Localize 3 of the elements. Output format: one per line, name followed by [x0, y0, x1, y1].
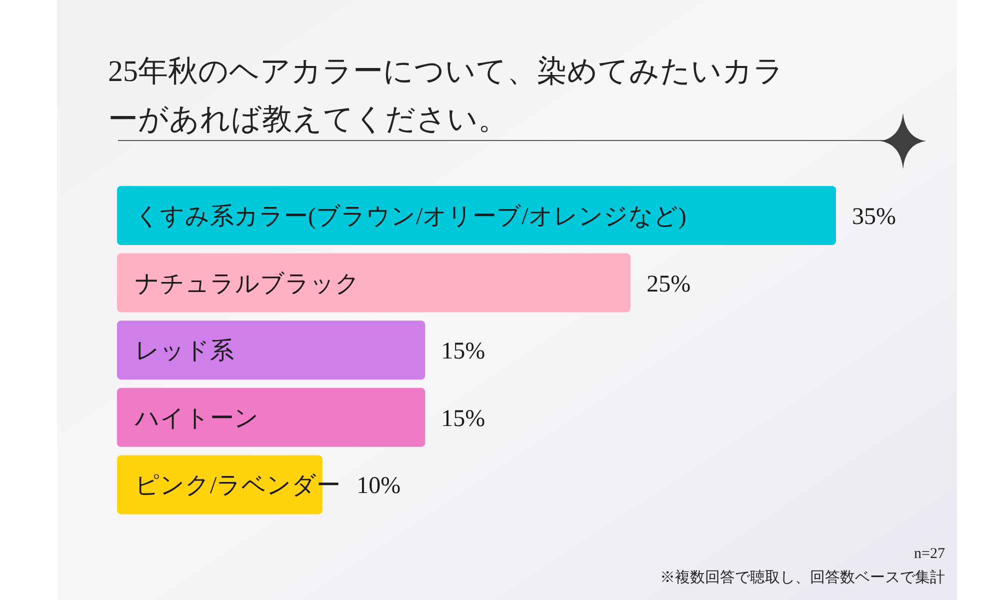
annotation: ※複数回答で聴取し、回答数ベースで集計 [660, 570, 945, 586]
title: 25年秋のヘアカラーについて、染めてみたいカラーがあれば教えてください。 [108, 55, 784, 136]
annotation: n=27 [914, 546, 945, 562]
